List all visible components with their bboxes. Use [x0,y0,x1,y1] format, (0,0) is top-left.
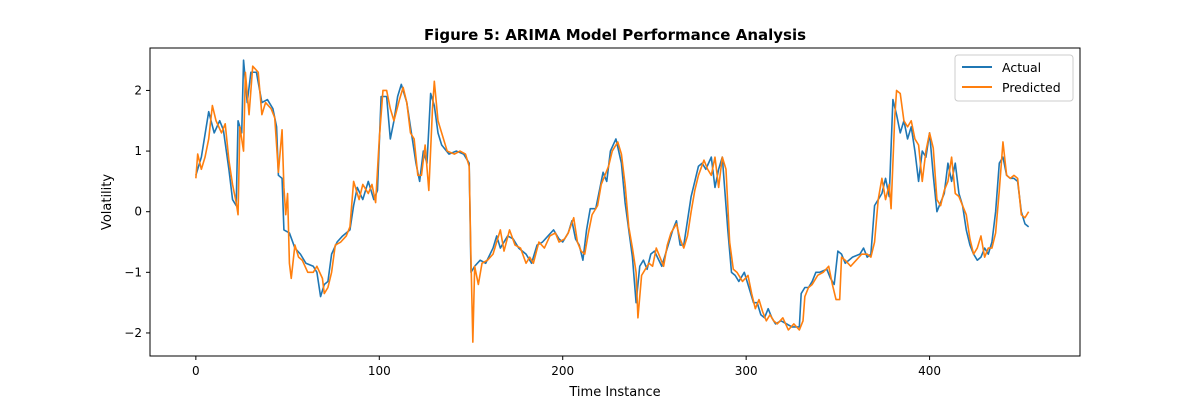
y-tick-label: 0 [134,205,142,219]
chart-title: Figure 5: ARIMA Model Performance Analys… [424,26,806,44]
series-line-actual [195,59,1030,328]
x-tick-label: 100 [368,364,391,378]
y-tick-label: 1 [134,144,142,158]
y-tick-label: −2 [124,326,142,340]
y-tick-label: −1 [124,265,142,279]
x-axis-label: Time Instance [568,385,660,400]
x-tick-label: 400 [918,364,941,378]
series-line-predicted [195,65,1030,343]
x-tick-label: 0 [192,364,200,378]
x-tick-label: 200 [551,364,574,378]
legend-label-actual: Actual [1002,60,1041,75]
plot-area [195,59,1030,343]
legend: Actual Predicted [954,54,1074,102]
y-axis-label: Volatility [100,174,115,230]
y-axis: −2 −1 0 1 2 [124,83,150,340]
x-axis: 0 100 200 300 400 [192,356,941,378]
axes-frame [149,47,1081,357]
legend-label-predicted: Predicted [1002,80,1061,95]
x-tick-label: 300 [735,364,758,378]
y-tick-label: 2 [134,83,142,97]
